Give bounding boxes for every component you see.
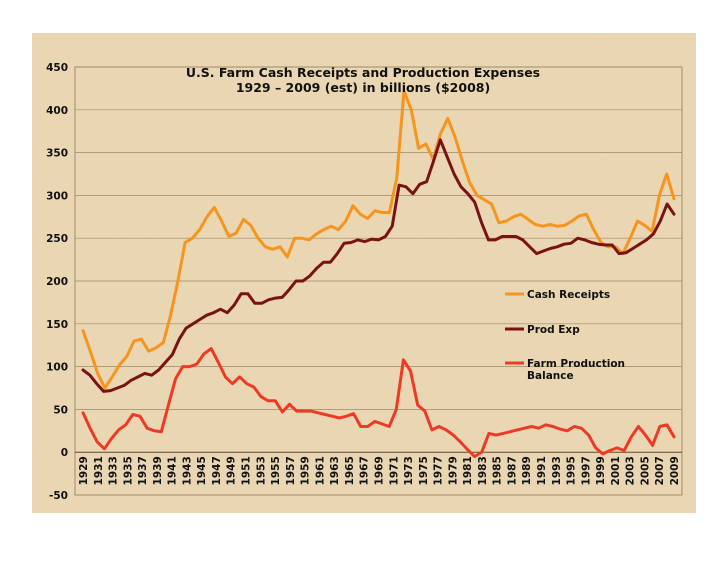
x-tick-label: 1957 <box>285 456 297 485</box>
x-tick-label: 1947 <box>211 456 223 485</box>
legend-label-cash-receipts: Cash Receipts <box>527 289 610 301</box>
y-tick-label: 450 <box>46 62 68 74</box>
y-tick-label: 0 <box>61 447 68 459</box>
x-tick-label: 1931 <box>93 456 105 485</box>
series-line-farm-production-balance <box>81 347 676 458</box>
x-tick-label: 1955 <box>270 456 282 485</box>
x-tick-label: 1995 <box>566 456 578 485</box>
y-tick-label: 50 <box>53 404 68 416</box>
x-tick-label: 1967 <box>359 456 371 485</box>
x-tick-label: 1991 <box>536 456 548 485</box>
x-tick-label: 1985 <box>492 456 504 485</box>
x-tick-label: 1943 <box>181 456 193 485</box>
x-tick-label: 1941 <box>167 456 179 485</box>
x-tick-label: 1983 <box>477 456 489 485</box>
y-tick-label: 200 <box>46 276 68 288</box>
x-tick-label: 1937 <box>137 456 149 485</box>
x-tick-label: 2007 <box>654 456 666 485</box>
x-tick-label: 1989 <box>521 456 533 485</box>
x-tick-label: 1963 <box>329 456 341 485</box>
x-tick-label: 1933 <box>108 456 120 485</box>
x-tick-label: 1975 <box>418 456 430 485</box>
x-axis-ticks: 1929 1931 1933 1935 1937 1939 1941 1943 1945 1947… <box>78 456 681 485</box>
legend-label-prod-exp: Prod Exp <box>527 324 580 336</box>
x-tick-label: 1945 <box>196 456 208 485</box>
x-tick-label: 2003 <box>625 456 637 485</box>
chart-subtitle: 1929 – 2009 (est) in billions ($2008) <box>236 80 490 95</box>
legend: Cash Receipts Prod Exp Farm Production Bala… <box>505 289 625 382</box>
series-line-prod-exp <box>81 138 676 393</box>
y-axis-ticks: -50 0 50 100 150 200 250 300 350 400 450 <box>46 62 68 502</box>
x-tick-label: 2001 <box>610 456 622 485</box>
x-tick-label: 1971 <box>388 456 400 485</box>
x-tick-label: 1939 <box>152 456 164 485</box>
x-tick-label: 1987 <box>506 456 518 485</box>
x-tick-label: 1981 <box>462 456 474 485</box>
x-tick-label: 2005 <box>639 456 651 485</box>
y-tick-label: 150 <box>46 319 68 331</box>
x-tick-label: 1951 <box>241 456 253 485</box>
y-tick-label: -50 <box>49 490 68 502</box>
x-tick-label: 1949 <box>226 456 238 485</box>
x-tick-label: 1929 <box>78 456 90 485</box>
x-tick-label: 2009 <box>669 456 681 485</box>
x-tick-label: 1935 <box>122 456 134 485</box>
legend-label-farm-production-balance: Farm Production Balance <box>527 358 625 382</box>
series-line-cash-receipts <box>81 89 676 390</box>
y-tick-label: 250 <box>46 233 68 245</box>
chart-background <box>32 33 696 513</box>
series-lines <box>81 89 676 458</box>
x-tick-label: 1999 <box>595 456 607 485</box>
x-tick-label: 1977 <box>433 456 445 485</box>
y-tick-label: 300 <box>46 190 68 202</box>
x-tick-label: 1969 <box>374 456 386 485</box>
x-tick-label: 1965 <box>344 456 356 485</box>
x-tick-label: 1997 <box>580 456 592 485</box>
x-tick-label: 1979 <box>447 456 459 485</box>
x-tick-label: 1959 <box>300 456 312 485</box>
y-tick-label: 100 <box>46 362 68 374</box>
x-tick-label: 1953 <box>255 456 267 485</box>
x-tick-label: 1961 <box>314 456 326 485</box>
gridlines <box>75 66 682 453</box>
chart-title: U.S. Farm Cash Receipts and Production E… <box>186 65 540 80</box>
x-tick-label: 1973 <box>403 456 415 485</box>
x-tick-label: 1993 <box>551 456 563 485</box>
y-tick-label: 400 <box>46 105 68 117</box>
y-tick-label: 350 <box>46 148 68 160</box>
